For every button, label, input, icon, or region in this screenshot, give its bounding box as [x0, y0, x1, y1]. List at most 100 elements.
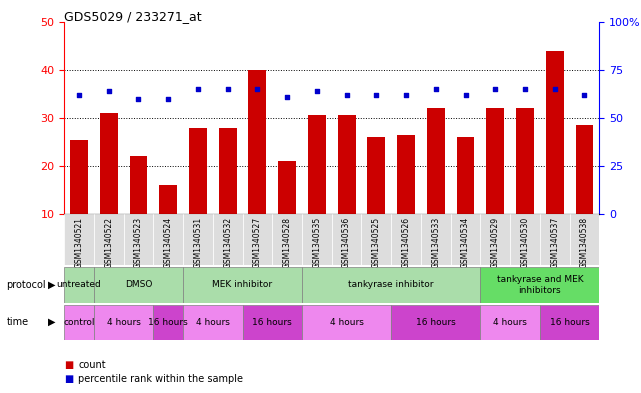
Point [342, 92, 352, 98]
Point [253, 86, 263, 92]
Text: percentile rank within the sample: percentile rank within the sample [78, 374, 243, 384]
Text: 16 hours: 16 hours [416, 318, 456, 327]
Bar [183, 214, 213, 265]
Bar [94, 214, 124, 265]
Text: ▶: ▶ [48, 280, 56, 290]
Bar [153, 305, 183, 340]
Point [401, 92, 411, 98]
Bar [64, 267, 94, 303]
Text: GSM1340522: GSM1340522 [104, 217, 113, 268]
Text: 4 hours: 4 hours [196, 318, 229, 327]
Bar [480, 267, 599, 303]
Text: GSM1340534: GSM1340534 [461, 217, 470, 268]
Bar [64, 305, 94, 340]
Bar [480, 305, 540, 340]
Text: GDS5029 / 233271_at: GDS5029 / 233271_at [64, 10, 202, 23]
Point [133, 95, 144, 102]
Text: GSM1340533: GSM1340533 [431, 217, 440, 268]
Bar [183, 267, 302, 303]
Bar [427, 108, 445, 214]
Text: GSM1340525: GSM1340525 [372, 217, 381, 268]
Text: 4 hours: 4 hours [493, 318, 527, 327]
Bar [213, 214, 242, 265]
Bar [540, 305, 599, 340]
Text: 4 hours: 4 hours [329, 318, 363, 327]
Text: MEK inhibitor: MEK inhibitor [212, 281, 272, 289]
Bar [362, 214, 391, 265]
Point [222, 86, 233, 92]
Text: ■: ■ [64, 374, 73, 384]
Bar [397, 135, 415, 214]
Bar [516, 108, 534, 214]
Bar [302, 267, 480, 303]
Bar [302, 214, 331, 265]
Point [74, 92, 84, 98]
Bar [308, 116, 326, 214]
Bar [94, 305, 153, 340]
Text: GSM1340527: GSM1340527 [253, 217, 262, 268]
Text: GSM1340531: GSM1340531 [194, 217, 203, 268]
Bar [367, 137, 385, 214]
Bar [249, 70, 266, 214]
Text: 16 hours: 16 hours [148, 318, 188, 327]
Point [579, 92, 590, 98]
Bar [480, 214, 510, 265]
Text: ■: ■ [64, 360, 73, 370]
Bar [302, 305, 391, 340]
Bar [219, 127, 237, 214]
Bar [70, 140, 88, 214]
Bar [391, 305, 480, 340]
Point [460, 92, 470, 98]
Bar [570, 214, 599, 265]
Bar [124, 214, 153, 265]
Bar [242, 214, 272, 265]
Bar [272, 214, 302, 265]
Bar [94, 267, 183, 303]
Point [163, 95, 173, 102]
Text: tankyrase and MEK
inhibitors: tankyrase and MEK inhibitors [497, 275, 583, 295]
Bar [487, 108, 504, 214]
Bar [100, 113, 118, 214]
Bar [159, 185, 177, 214]
Bar [189, 127, 207, 214]
Text: GSM1340530: GSM1340530 [520, 217, 529, 268]
Text: 16 hours: 16 hours [253, 318, 292, 327]
Text: time: time [6, 317, 29, 327]
Text: GSM1340536: GSM1340536 [342, 217, 351, 268]
Bar [338, 116, 356, 214]
Text: tankyrase inhibitor: tankyrase inhibitor [349, 281, 434, 289]
Bar [129, 156, 147, 214]
Text: GSM1340521: GSM1340521 [74, 217, 83, 268]
Text: GSM1340532: GSM1340532 [223, 217, 232, 268]
Point [520, 86, 530, 92]
Text: GSM1340523: GSM1340523 [134, 217, 143, 268]
Point [490, 86, 501, 92]
Bar [545, 50, 563, 214]
Bar [64, 214, 94, 265]
Text: DMSO: DMSO [125, 281, 152, 289]
Bar [278, 161, 296, 214]
Text: ▶: ▶ [48, 317, 56, 327]
Text: GSM1340526: GSM1340526 [401, 217, 410, 268]
Text: GSM1340524: GSM1340524 [163, 217, 172, 268]
Bar [153, 214, 183, 265]
Text: count: count [78, 360, 106, 370]
Point [431, 86, 441, 92]
Bar [451, 214, 480, 265]
Text: 16 hours: 16 hours [550, 318, 590, 327]
Bar [183, 305, 242, 340]
Bar [576, 125, 594, 214]
Text: 4 hours: 4 hours [106, 318, 140, 327]
Bar [540, 214, 570, 265]
Text: GSM1340528: GSM1340528 [283, 217, 292, 268]
Text: GSM1340538: GSM1340538 [580, 217, 589, 268]
Bar [510, 214, 540, 265]
Point [549, 86, 560, 92]
Point [371, 92, 381, 98]
Text: GSM1340535: GSM1340535 [312, 217, 321, 268]
Text: GSM1340537: GSM1340537 [550, 217, 559, 268]
Bar [391, 214, 421, 265]
Point [282, 94, 292, 100]
Text: GSM1340529: GSM1340529 [491, 217, 500, 268]
Bar [456, 137, 474, 214]
